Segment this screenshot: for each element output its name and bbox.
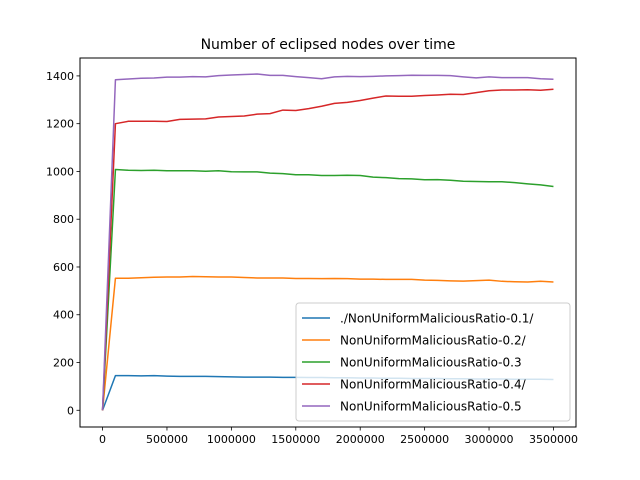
x-tick-label: 2500000 [400, 433, 449, 446]
legend-label-5: NonUniformMaliciousRatio-0.5 [340, 400, 522, 414]
y-tick-label: 1000 [46, 165, 74, 178]
legend-label-1: ./NonUniformMaliciousRatio-0.1/ [340, 312, 534, 326]
y-tick-label: 0 [67, 404, 74, 417]
series-line-2 [101, 275, 554, 411]
legend: ./NonUniformMaliciousRatio-0.1/NonUnifor… [295, 302, 571, 422]
y-tick-label: 1400 [46, 70, 74, 83]
x-tick-label: 3000000 [465, 433, 514, 446]
series-line-3 [101, 168, 554, 411]
x-tick-label: 1000000 [207, 433, 256, 446]
legend-label-3: NonUniformMaliciousRatio-0.3 [340, 356, 522, 370]
chart-title: Number of eclipsed nodes over time [201, 37, 456, 53]
series-line-5 [101, 73, 554, 411]
series-line-4 [101, 88, 554, 411]
x-axis: 0 500000 1000000 1500000 2000000 2500000 30000… [99, 427, 578, 446]
y-tick-label: 1200 [46, 118, 74, 131]
y-tick-label: 400 [53, 309, 74, 322]
legend-label-2: NonUniformMaliciousRatio-0.2/ [340, 334, 527, 348]
x-tick-label: 1500000 [271, 433, 320, 446]
legend-box [295, 302, 571, 422]
axes-frame [79, 57, 577, 428]
legend-label-4: NonUniformMaliciousRatio-0.4/ [340, 378, 527, 392]
x-tick-label: 2000000 [336, 433, 385, 446]
x-tick-label: 3500000 [529, 433, 578, 446]
y-tick-label: 200 [53, 357, 74, 370]
x-tick-label: 0 [99, 433, 106, 446]
y-tick-label: 800 [53, 213, 74, 226]
x-tick-label: 500000 [146, 433, 188, 446]
y-axis: 0 200 400 600 800 1000 1200 1400 [46, 70, 80, 417]
y-tick-label: 600 [53, 261, 74, 274]
